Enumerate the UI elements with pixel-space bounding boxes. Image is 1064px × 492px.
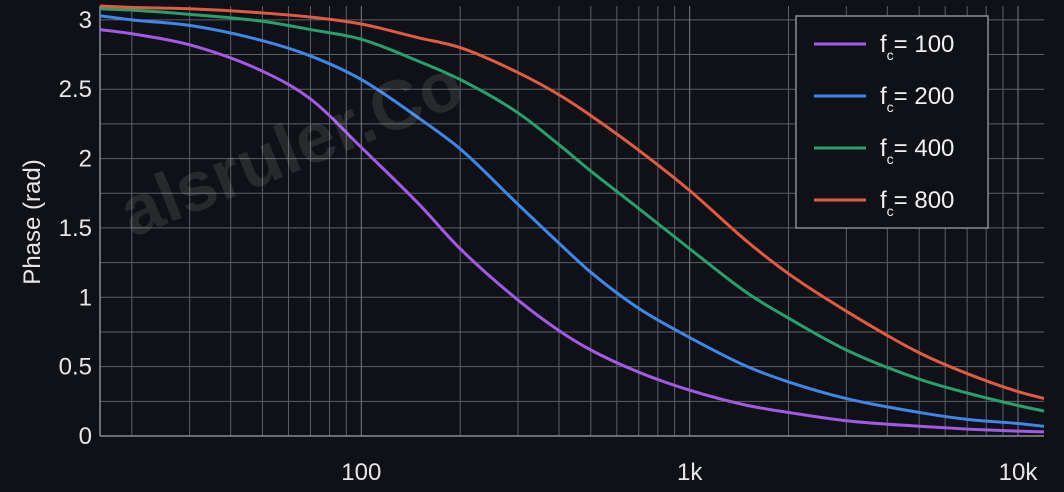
series-line-2 <box>99 14 1045 428</box>
series-line-1 <box>99 28 1045 434</box>
y-tick-label: 1 <box>79 284 92 311</box>
series-line-4 <box>99 4 1045 400</box>
legend-label: fc= 800 <box>880 187 954 219</box>
legend-label: fc= 200 <box>880 83 954 115</box>
x-tick-label: 10k <box>999 459 1039 486</box>
y-tick-label: 0.5 <box>59 354 92 381</box>
legend-box <box>795 15 989 229</box>
series-line-3 <box>99 7 1045 413</box>
series-lines <box>99 4 1045 434</box>
x-tick-label: 100 <box>341 459 381 486</box>
legend-label: fc= 100 <box>880 31 954 63</box>
legend: fc= 100 fc= 200 fc= 400 fc= 800 <box>795 15 989 229</box>
legend-label: fc= 400 <box>880 135 954 167</box>
y-axis-label: Phase (rad) <box>19 159 46 284</box>
y-axis-ticks: 0 0.5 1 1.5 2 2.5 3 <box>59 7 92 450</box>
x-tick-label: 1k <box>677 459 703 486</box>
y-tick-label: 2 <box>79 146 92 173</box>
y-tick-label: 1.5 <box>59 215 92 242</box>
x-axis-ticks: 100 1k 10k <box>341 459 1038 486</box>
y-tick-label: 0 <box>79 423 92 450</box>
y-tick-label: 2.5 <box>59 76 92 103</box>
y-tick-label: 3 <box>79 7 92 34</box>
